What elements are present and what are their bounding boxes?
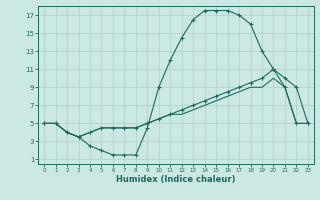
X-axis label: Humidex (Indice chaleur): Humidex (Indice chaleur) (116, 175, 236, 184)
